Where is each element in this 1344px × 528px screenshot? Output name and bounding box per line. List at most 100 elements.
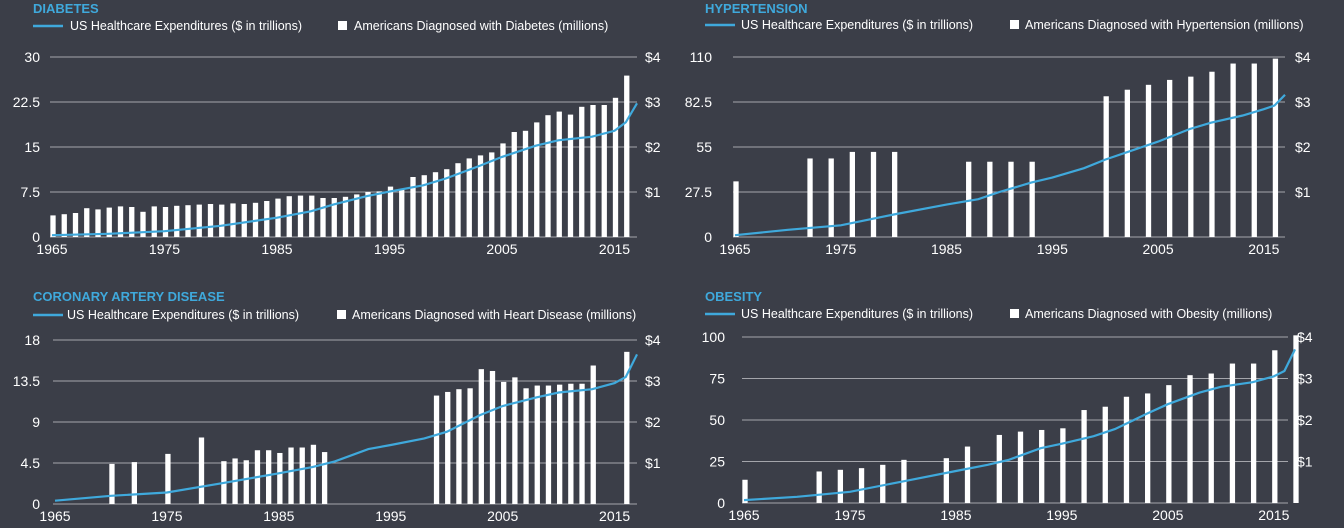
bar	[522, 130, 529, 237]
bar	[512, 377, 518, 504]
bar	[321, 452, 328, 504]
bar	[837, 469, 844, 503]
bar	[165, 453, 171, 504]
bar	[365, 192, 371, 237]
legend-line-label: US Healthcare Expenditures ($ in trillio…	[741, 307, 973, 321]
bar	[1167, 79, 1173, 237]
bar	[892, 151, 898, 237]
bar	[432, 172, 439, 237]
x-tick-label: 2005	[487, 508, 518, 524]
bar	[489, 370, 496, 504]
x-tick-label: 1995	[1037, 241, 1068, 257]
legend-bar-swatch	[338, 21, 347, 30]
chart-title: HYPERTENSION	[705, 1, 808, 16]
bar	[624, 75, 630, 237]
bar	[545, 115, 551, 237]
y-right-tick-label: $2	[645, 414, 661, 430]
bar	[455, 163, 461, 237]
chart-obesity: OBESITY US Healthcare Expenditures ($ in …	[702, 289, 1313, 523]
bar	[109, 463, 115, 504]
bar	[277, 452, 283, 504]
y-left-tick-label: 9	[32, 414, 40, 430]
bar	[1124, 89, 1130, 238]
expenditure-line	[51, 102, 638, 237]
bar	[1272, 58, 1279, 237]
x-tick-label: 1975	[151, 508, 182, 524]
bar	[433, 395, 440, 504]
bar	[354, 194, 360, 237]
bar	[523, 388, 529, 504]
bar	[590, 365, 596, 504]
bar	[612, 97, 619, 237]
y-left-tick-label: 22.5	[13, 94, 40, 110]
chart-diabetes: DIABETES US Healthcare Expenditures ($ in…	[13, 1, 661, 257]
bar	[816, 471, 822, 503]
y-right-tick-label: $3	[645, 373, 661, 389]
bar	[72, 213, 79, 237]
bar	[1250, 363, 1257, 503]
bar	[1293, 335, 1299, 503]
y-right-tick-label: $1	[645, 184, 661, 200]
x-tick-label: 1965	[39, 508, 70, 524]
bar	[1208, 373, 1214, 503]
bar	[299, 447, 305, 504]
expenditure-line	[734, 94, 1286, 237]
bar	[243, 460, 249, 504]
x-tick-label: 1995	[374, 241, 405, 257]
bar	[61, 214, 67, 237]
bar	[478, 369, 484, 504]
bar	[1123, 396, 1130, 503]
x-tick-label: 2005	[1152, 507, 1183, 523]
chart-title: DIABETES	[33, 1, 99, 16]
bar	[828, 158, 834, 237]
bar	[557, 384, 563, 504]
y-left-tick-label: 30	[24, 49, 40, 65]
bar	[1145, 84, 1152, 238]
bar	[534, 385, 540, 504]
bar	[943, 458, 949, 503]
legend-bar-swatch	[1010, 309, 1019, 318]
bar	[466, 158, 472, 237]
x-tick-label: 2015	[1258, 507, 1289, 523]
y-left-tick-label: 0	[32, 496, 40, 512]
y-right-tick-label: $4	[1295, 49, 1311, 65]
x-tick-label: 2015	[1248, 241, 1279, 257]
bar	[410, 177, 416, 237]
x-tick-label: 1965	[728, 507, 759, 523]
bar	[964, 446, 971, 503]
bar	[288, 447, 294, 504]
bar	[456, 389, 462, 504]
bar	[880, 464, 886, 503]
bar	[996, 434, 1002, 503]
bar	[579, 383, 585, 504]
bar	[849, 151, 855, 237]
expenditure-line	[743, 348, 1296, 502]
bar	[50, 215, 56, 237]
legend-line-label: US Healthcare Expenditures ($ in trillio…	[67, 308, 299, 322]
bar	[1081, 410, 1087, 503]
legend-bar-label: Americans Diagnosed with Heart Disease (…	[352, 308, 636, 322]
y-left-tick-label: 50	[709, 412, 725, 428]
legend-bar-label: Americans Diagnosed with Diabetes (milli…	[354, 19, 608, 33]
bar	[376, 191, 382, 237]
bar	[1029, 161, 1035, 237]
y-left-tick-label: 27.5	[685, 184, 712, 200]
chart-title: OBESITY	[705, 289, 762, 304]
x-tick-label: 2015	[599, 508, 630, 524]
y-left-tick-label: 18	[24, 332, 40, 348]
x-tick-label: 1975	[834, 507, 865, 523]
y-right-tick-label: $3	[1297, 371, 1313, 387]
y-left-tick-label: 25	[709, 454, 725, 470]
chart-title: CORONARY ARTERY DISEASE	[33, 289, 225, 304]
y-right-tick-label: $4	[1297, 329, 1313, 345]
bar	[174, 205, 180, 237]
bar	[534, 122, 540, 237]
bar	[196, 204, 202, 237]
x-tick-label: 2005	[486, 241, 517, 257]
y-left-tick-label: 75	[709, 371, 725, 387]
x-tick-label: 1985	[931, 241, 962, 257]
legend-line-label: US Healthcare Expenditures ($ in trillio…	[70, 19, 302, 33]
bar	[742, 479, 748, 503]
bar	[117, 206, 124, 237]
bar	[1230, 63, 1236, 237]
